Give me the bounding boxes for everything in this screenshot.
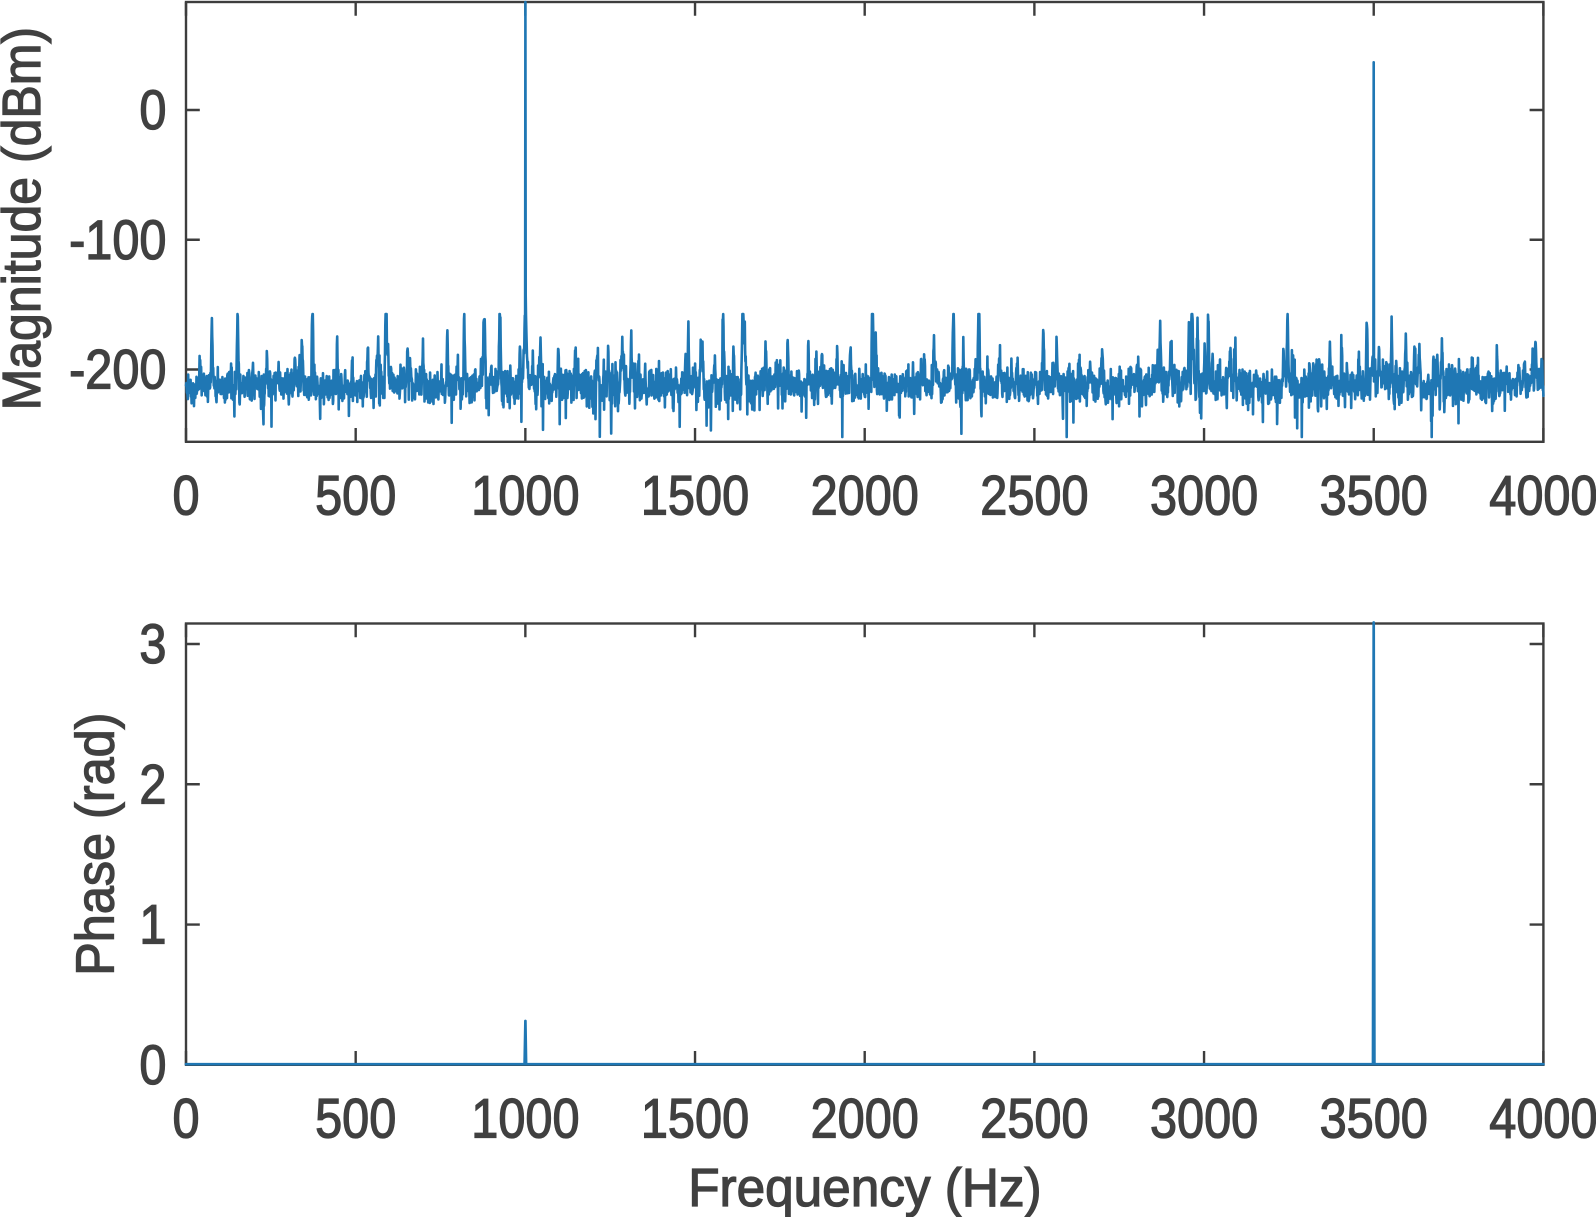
svg-text:0: 0: [172, 1089, 199, 1151]
svg-text:3000: 3000: [1150, 1089, 1258, 1151]
svg-text:2000: 2000: [811, 1089, 919, 1151]
svg-text:2: 2: [139, 754, 166, 816]
svg-text:-200: -200: [69, 340, 166, 402]
svg-text:4000: 4000: [1489, 1089, 1596, 1151]
svg-text:3500: 3500: [1320, 466, 1428, 528]
svg-text:500: 500: [315, 466, 396, 528]
svg-text:2000: 2000: [811, 466, 919, 528]
svg-text:2500: 2500: [980, 466, 1088, 528]
svg-text:2500: 2500: [980, 1089, 1088, 1151]
svg-text:500: 500: [315, 1089, 396, 1151]
svg-text:1500: 1500: [641, 466, 749, 528]
svg-text:-100: -100: [69, 210, 166, 272]
svg-text:Magnitude (dBm): Magnitude (dBm): [0, 27, 52, 410]
svg-text:1000: 1000: [471, 466, 579, 528]
svg-text:0: 0: [172, 466, 199, 528]
svg-text:1500: 1500: [641, 1089, 749, 1151]
svg-text:1000: 1000: [471, 1089, 579, 1151]
svg-text:3000: 3000: [1150, 466, 1258, 528]
svg-text:3: 3: [139, 614, 166, 676]
svg-text:Phase (rad): Phase (rad): [66, 713, 126, 976]
svg-text:0: 0: [139, 80, 166, 142]
svg-text:1: 1: [139, 895, 166, 957]
svg-text:4000: 4000: [1489, 466, 1596, 528]
svg-text:Frequency (Hz): Frequency (Hz): [688, 1158, 1041, 1217]
svg-text:3500: 3500: [1320, 1089, 1428, 1151]
svg-text:0: 0: [139, 1035, 166, 1097]
